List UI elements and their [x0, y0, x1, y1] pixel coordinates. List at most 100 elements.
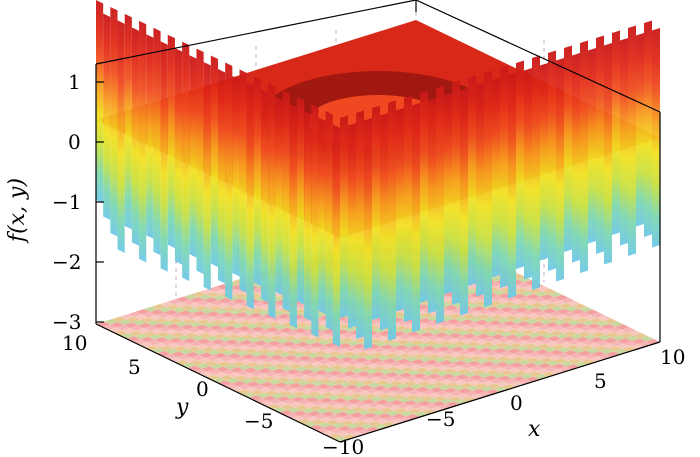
floor-cell [464, 347, 479, 353]
floor-cell [514, 288, 529, 294]
floor-cell [294, 366, 309, 372]
floor-cell [453, 399, 468, 405]
floor-cell [435, 370, 450, 377]
floor-cell [595, 340, 610, 346]
z-tick-label: 0 [68, 130, 81, 154]
floor-cell [296, 399, 311, 405]
floor-cell [645, 339, 660, 345]
floor-cell [211, 338, 226, 345]
floor-cell [406, 331, 421, 337]
floor-cell [136, 309, 151, 315]
floor-cell [432, 337, 447, 344]
floor-cell [192, 310, 207, 317]
floor-cell [222, 306, 237, 312]
floor-cell [142, 331, 157, 337]
floor-cell [431, 401, 446, 407]
floor-cell [242, 373, 257, 379]
floor-cell [331, 403, 346, 409]
floor-cell [441, 393, 456, 399]
floor-cell [283, 355, 298, 361]
floor-cell [355, 415, 370, 421]
floor-cell [509, 381, 524, 387]
floor-cell [411, 378, 426, 384]
floor-cell [461, 377, 476, 383]
floor-cell [394, 325, 409, 331]
floor-cell [203, 360, 218, 367]
floor-cell [502, 301, 517, 307]
floor-cell [345, 403, 360, 410]
floor-cell [350, 368, 365, 374]
floor-cell [569, 353, 584, 359]
floor-cell [243, 328, 258, 335]
floor-cell [293, 347, 308, 353]
floor-cell [267, 321, 282, 327]
floor-cell [457, 368, 472, 375]
floor-cell [361, 398, 376, 405]
floor-cell [549, 369, 564, 375]
floor-cell [118, 319, 133, 325]
floor-cell [197, 338, 212, 344]
floor-cell [609, 321, 624, 327]
floor-cell [541, 371, 556, 377]
floor-cell [276, 376, 291, 383]
floor-cell [359, 385, 374, 391]
floor-cell [183, 357, 198, 363]
floor-cell [607, 326, 622, 333]
floor-cell [460, 338, 475, 345]
floor-cell [551, 344, 566, 350]
floor-cell [376, 374, 391, 380]
floor-cell [599, 329, 614, 335]
floor-cell [551, 363, 566, 370]
floor-cell [346, 379, 361, 385]
floor-cell [248, 312, 263, 319]
floor-cell [513, 351, 528, 357]
floor-cell [468, 316, 483, 323]
floor-cell [298, 374, 313, 381]
floor-cell [192, 330, 207, 336]
floor-cell [354, 357, 369, 363]
surface-strip-left [261, 89, 269, 303]
floor-cell [252, 301, 267, 308]
floor-cell [589, 317, 604, 324]
floor-cell [487, 383, 502, 390]
floor-cell [504, 315, 519, 321]
floor-cell [198, 333, 213, 339]
floor-cell [603, 337, 618, 344]
floor-cell [122, 327, 137, 334]
floor-cell [629, 344, 644, 350]
floor-cell [287, 407, 302, 413]
floor-cell [485, 389, 500, 395]
floor-cell [513, 370, 528, 377]
floor-cell [548, 311, 563, 317]
floor-cell [290, 396, 305, 403]
floor-cell [168, 318, 183, 324]
floor-cell [458, 344, 473, 350]
floor-cell [388, 361, 403, 367]
floor-cell [264, 370, 279, 377]
floor-cell [540, 294, 555, 300]
floor-cell [286, 368, 301, 375]
floor-cell [160, 340, 175, 346]
floor-cell [430, 323, 445, 330]
floor-cell [305, 416, 320, 422]
x-tick-label: 5 [594, 369, 607, 393]
floor-cell [287, 324, 302, 331]
floor-cell [480, 322, 495, 329]
surface-strip-right [476, 83, 484, 297]
floor-cell [324, 381, 339, 387]
floor-cell [239, 359, 254, 365]
floor-cell [221, 331, 236, 337]
floor-cell [299, 413, 314, 419]
floor-cell [196, 299, 211, 306]
floor-cell [545, 341, 560, 347]
floor-cell [402, 361, 417, 368]
floor-cell [603, 318, 618, 324]
floor-cell [211, 358, 226, 364]
floor-cell [116, 324, 131, 331]
floor-cell [502, 320, 517, 327]
floor-cell [401, 405, 416, 412]
floor-cell [148, 314, 163, 321]
floor-cell [415, 386, 430, 393]
floor-cell [271, 329, 286, 336]
floor-cell [455, 393, 470, 400]
